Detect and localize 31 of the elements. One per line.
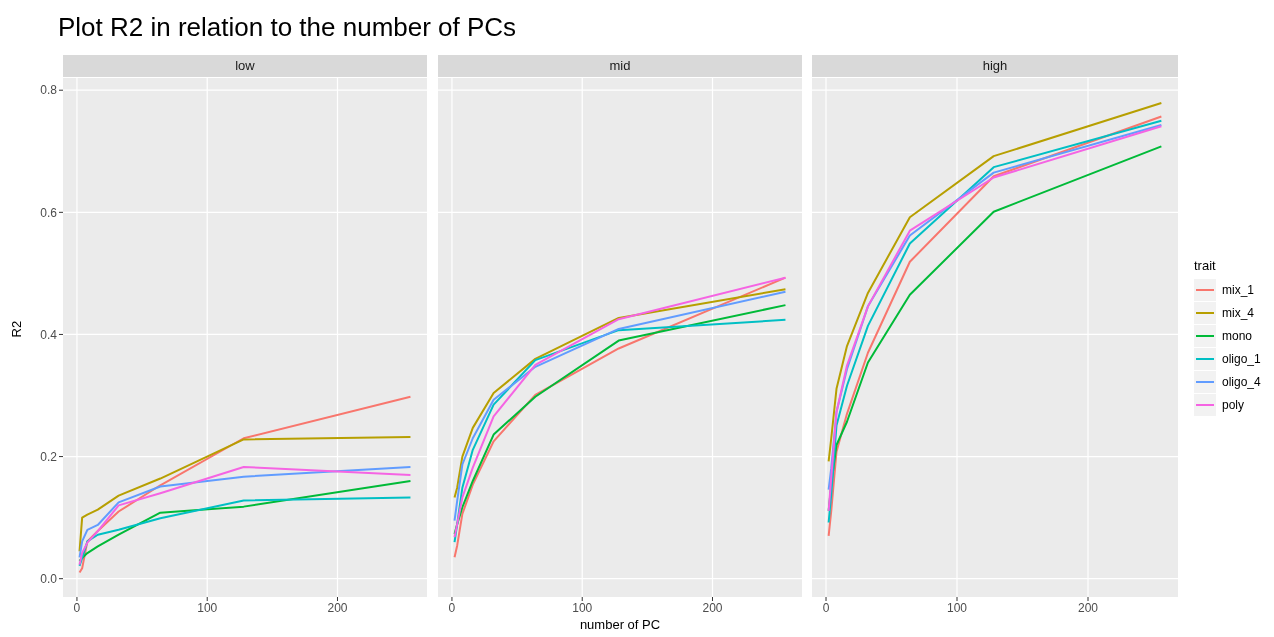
y-tick-label: 0.0 <box>40 571 58 586</box>
x-tick-label: 0 <box>73 600 81 615</box>
chart-subtitle: mid <box>438 55 802 77</box>
legend-title: trait <box>1194 257 1217 273</box>
chart-title: Plot R2 in relation to the number of PCs <box>58 12 517 43</box>
legend-label: oligo_4 <box>1222 375 1261 389</box>
x-tick-label: 100 <box>197 600 218 615</box>
y-tick-label: 0.6 <box>40 205 58 220</box>
y-tick-label: 0.4 <box>40 327 58 342</box>
legend-label: oligo_1 <box>1222 352 1261 366</box>
x-axis-title: number of PC <box>578 617 662 632</box>
y-axis-title: R2 <box>8 320 24 338</box>
legend-label: poly <box>1222 398 1245 412</box>
x-tick-label: 200 <box>327 600 348 615</box>
line-series <box>78 479 412 562</box>
y-tick-label: 0.8 <box>40 83 58 98</box>
line-series <box>78 496 412 567</box>
chart-subtitle: low <box>63 55 427 77</box>
y-tick-label: 0.2 <box>40 449 58 464</box>
x-tick-label: 100 <box>572 600 593 615</box>
legend-label: mono <box>1222 329 1253 343</box>
line-series <box>78 395 412 574</box>
line-series <box>78 436 412 553</box>
legend-label: mix_4 <box>1222 306 1255 320</box>
x-tick-label: 0 <box>448 600 456 615</box>
x-tick-label: 200 <box>702 600 723 615</box>
legend-label: mix_1 <box>1222 283 1255 297</box>
chart-subtitle: high <box>812 55 1178 77</box>
x-tick-label: 100 <box>947 600 968 615</box>
x-tick-label: 0 <box>822 600 830 615</box>
x-tick-label: 200 <box>1077 600 1099 615</box>
